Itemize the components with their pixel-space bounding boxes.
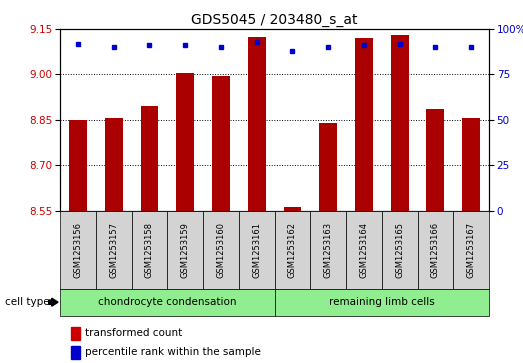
Text: GSM1253159: GSM1253159 <box>181 222 190 277</box>
Bar <box>426 109 445 211</box>
Text: percentile rank within the sample: percentile rank within the sample <box>85 347 261 357</box>
Bar <box>239 211 275 289</box>
Bar <box>355 38 373 211</box>
Bar <box>212 76 230 211</box>
Text: GSM1253162: GSM1253162 <box>288 221 297 278</box>
Bar <box>417 211 453 289</box>
Text: GSM1253158: GSM1253158 <box>145 221 154 278</box>
Bar <box>141 106 158 211</box>
Title: GDS5045 / 203480_s_at: GDS5045 / 203480_s_at <box>191 13 358 26</box>
Text: cell type: cell type <box>5 297 50 307</box>
Bar <box>462 118 480 211</box>
Text: remaining limb cells: remaining limb cells <box>329 297 435 307</box>
Bar <box>319 123 337 211</box>
Bar <box>60 211 96 289</box>
Bar <box>275 289 489 316</box>
Text: GSM1253157: GSM1253157 <box>109 221 118 278</box>
Bar <box>275 211 310 289</box>
Text: GSM1253165: GSM1253165 <box>395 221 404 278</box>
Text: GSM1253164: GSM1253164 <box>359 221 368 278</box>
Bar <box>132 211 167 289</box>
Text: transformed count: transformed count <box>85 329 183 338</box>
Bar <box>346 211 382 289</box>
Bar <box>391 35 408 211</box>
Bar <box>310 211 346 289</box>
Text: GSM1253163: GSM1253163 <box>324 221 333 278</box>
Bar <box>453 211 489 289</box>
Bar <box>69 121 87 211</box>
Text: chondrocyte condensation: chondrocyte condensation <box>98 297 236 307</box>
Bar <box>382 211 417 289</box>
Bar <box>176 73 194 211</box>
Bar <box>203 211 239 289</box>
Text: GSM1253156: GSM1253156 <box>74 221 83 278</box>
Text: GSM1253161: GSM1253161 <box>252 221 261 278</box>
Bar <box>283 207 301 211</box>
Text: GSM1253160: GSM1253160 <box>217 221 225 278</box>
Bar <box>60 289 275 316</box>
Text: GSM1253167: GSM1253167 <box>467 221 475 278</box>
Bar <box>167 211 203 289</box>
Bar <box>105 118 123 211</box>
Bar <box>96 211 132 289</box>
Bar <box>248 37 266 211</box>
Text: GSM1253166: GSM1253166 <box>431 221 440 278</box>
